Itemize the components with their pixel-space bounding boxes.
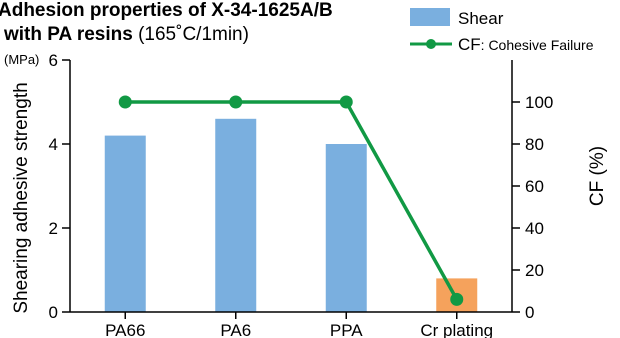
x-tick-label: PA66 — [105, 321, 145, 338]
bar-pa66 — [104, 135, 146, 312]
chart-title: Adhesion properties of X-34-1625A/B — [0, 0, 333, 21]
y2-tick-label: 40 — [525, 219, 544, 238]
legend-label-cf: CF: Cohesive Failure — [458, 35, 594, 54]
y-tick-label: 0 — [49, 303, 58, 322]
legend-label-shear: Shear — [458, 9, 504, 28]
bar-pa6 — [215, 118, 257, 312]
legend-marker-cf — [426, 39, 436, 49]
y2-tick-label: 60 — [525, 177, 544, 196]
y2-tick-label: 20 — [525, 261, 544, 280]
y-tick-label: 4 — [49, 135, 58, 154]
y-tick-label: 6 — [49, 51, 58, 70]
x-tick-label: Cr plating — [420, 321, 493, 338]
x-tick-label: PPA — [330, 321, 363, 338]
cf-line — [125, 100, 459, 301]
y-axis-label: Shearing adhesive strength — [11, 82, 32, 313]
bar-ppa — [325, 144, 367, 312]
legend-label-cf-suffix: : Cohesive Failure — [481, 37, 594, 53]
cf-point-ppa — [339, 95, 353, 109]
cf-line-series — [118, 95, 464, 306]
legend-swatch-shear — [410, 8, 450, 26]
y2-axis-label: CF (%) — [587, 146, 608, 206]
y-axis-unit: (MPa) — [4, 52, 39, 67]
cf-point-pa6 — [229, 95, 243, 109]
cf-point-cr-plating — [450, 292, 464, 306]
chart-subtitle: with PA resins (165˚C/1min) — [3, 24, 249, 45]
legend: Shear CF: Cohesive Failure — [410, 8, 594, 54]
y2-tick-label: 0 — [525, 303, 534, 322]
legend-label-cf-name: CF — [458, 35, 481, 54]
y-tick-label: 2 — [49, 219, 58, 238]
x-tick-label: PA6 — [220, 321, 251, 338]
chart-subtitle-bold: with PA resins — [3, 24, 133, 45]
chart-subtitle-rest: (165˚C/1min) — [133, 24, 249, 45]
bar-series — [104, 118, 478, 312]
cf-point-pa66 — [118, 95, 132, 109]
y2-tick-label: 80 — [525, 135, 544, 154]
y2-tick-label: 100 — [525, 93, 553, 112]
